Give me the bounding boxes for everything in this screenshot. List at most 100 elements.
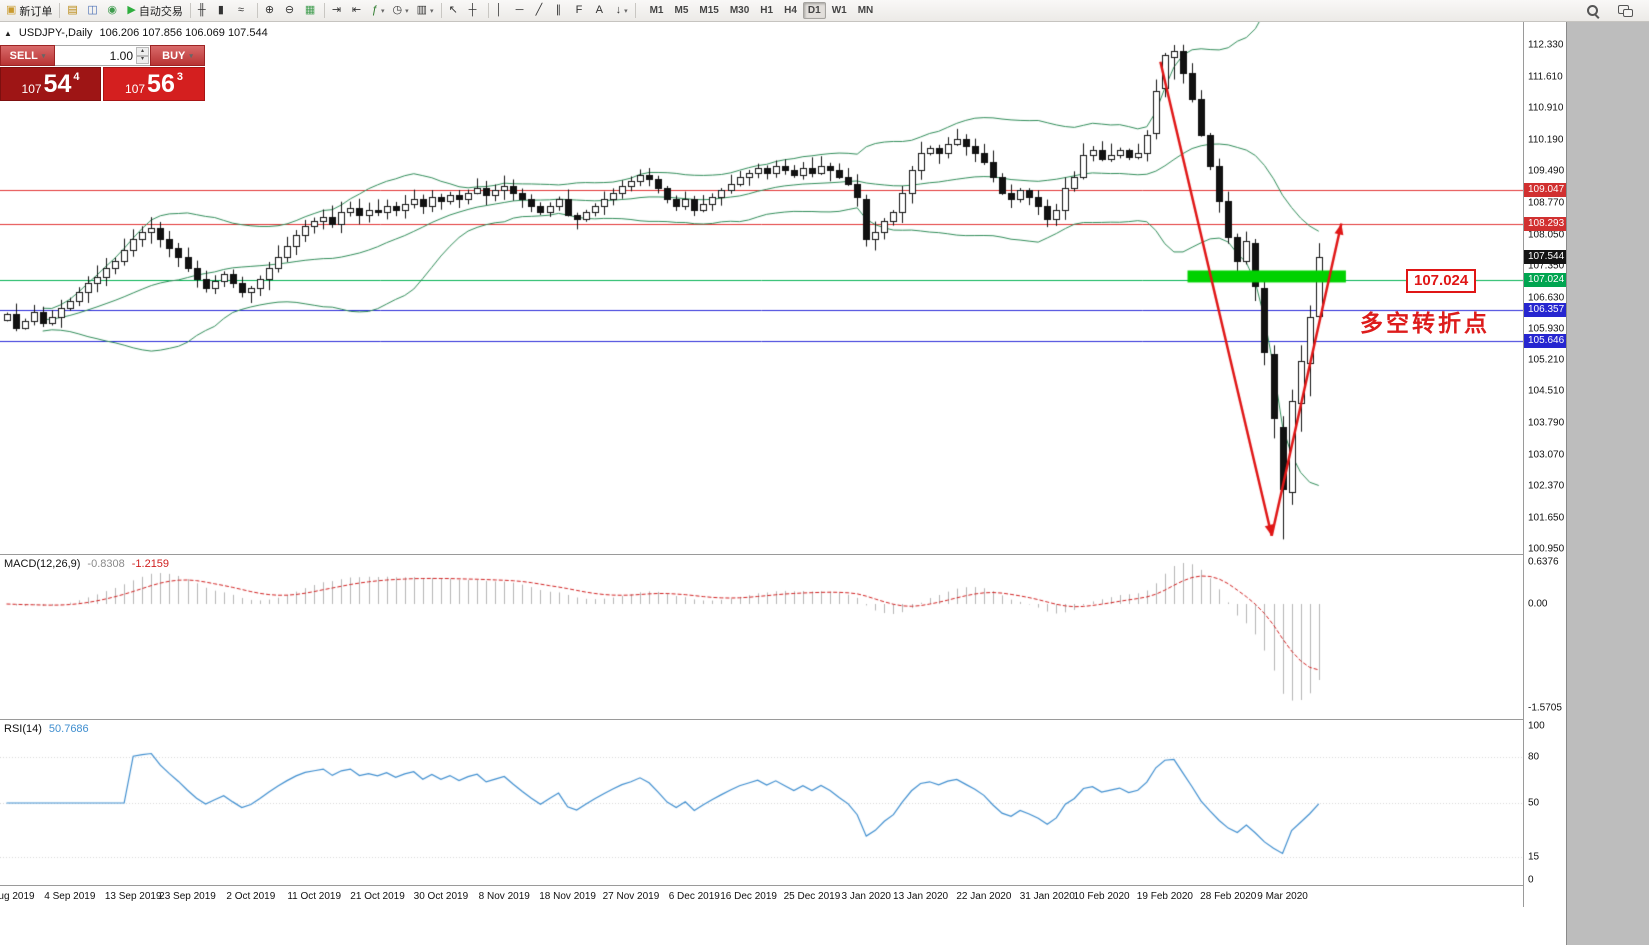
search-button[interactable]: [1582, 2, 1604, 20]
periods-button[interactable]: ◷ ▾: [389, 2, 413, 20]
rsi-axis-tick: 100: [1528, 720, 1545, 732]
price-tick: 103.790: [1528, 417, 1565, 429]
sell-button-label: SELL: [9, 49, 38, 62]
date-label: 28 Feb 2020: [1200, 891, 1257, 902]
templates-button[interactable]: ▥ ▾: [413, 2, 438, 20]
price-tick: 102.370: [1528, 480, 1565, 492]
buy-caret-icon: ▾: [189, 52, 193, 60]
price-tag: 107.024: [1524, 273, 1566, 288]
timeframe-m30-button[interactable]: M30: [725, 2, 754, 19]
date-label: 27 Nov 2019: [602, 891, 660, 902]
chart-shift-icon: ⇤: [351, 4, 362, 16]
chart-header: ▲ USDJPY-,Daily 106.206 107.856 106.069 …: [4, 27, 268, 39]
auto-trading-label: 自动交易: [138, 5, 183, 18]
price-tick: 105.210: [1528, 354, 1565, 366]
templates-icon: ▥: [416, 4, 428, 16]
volume-field-wrap: ▴ ▾: [55, 45, 150, 66]
data-window-icon: ◫: [87, 4, 98, 16]
price-tick: 105.930: [1528, 323, 1565, 334]
date-label: 11 Oct 2019: [287, 891, 342, 902]
date-label: 23 Sep 2019: [159, 891, 216, 902]
price-tag: 106.357: [1524, 302, 1566, 317]
price-tick: 103.070: [1528, 449, 1565, 461]
timeframe-d1-button[interactable]: D1: [802, 2, 826, 19]
sell-price-pips: 54: [43, 69, 72, 98]
buy-button[interactable]: BUY ▾: [150, 45, 205, 66]
price-tick: 112.330: [1528, 39, 1564, 51]
rsi-axis-tick: 80: [1528, 751, 1540, 763]
navigator-button[interactable]: ◉: [103, 2, 123, 20]
timeframe-mn-button[interactable]: MN: [853, 2, 879, 19]
volume-up-button[interactable]: ▴: [136, 47, 149, 56]
volume-down-button[interactable]: ▾: [136, 55, 149, 64]
toolbar-separator: [440, 3, 442, 18]
sell-button[interactable]: SELL ▾: [0, 45, 55, 66]
timeframe-w1-button[interactable]: W1: [827, 2, 852, 19]
zoom-out-icon: ⊖: [284, 4, 295, 16]
zoom-in-button[interactable]: ⊕: [261, 2, 281, 20]
chart-line-button[interactable]: ≈: [234, 2, 254, 20]
macd-pane-splitter[interactable]: [0, 554, 1566, 555]
chart-bars-icon: ╫: [197, 4, 206, 16]
macd-main-value: -0.8308: [87, 558, 125, 570]
toolbar-separator: [323, 3, 325, 18]
navigator-icon: ◉: [107, 4, 118, 16]
timeframe-m5-button[interactable]: M5: [669, 2, 693, 19]
zoom-out-button[interactable]: ⊖: [281, 2, 301, 20]
price-tick: 108.770: [1528, 197, 1565, 209]
community-chat-button[interactable]: [1614, 2, 1637, 20]
timeframe-m1-button[interactable]: M1: [645, 2, 669, 19]
timeframe-h4-button[interactable]: H4: [779, 2, 802, 19]
date-label: 13 Sep 2019: [104, 891, 162, 902]
market-watch-button[interactable]: ▤: [63, 2, 83, 20]
date-label: 13 Jan 2020: [893, 891, 949, 902]
price-axis[interactable]: 112.330 111.610 110.910 110.190 109.490 108.7…: [1523, 22, 1566, 907]
tile-windows-button[interactable]: ▦: [301, 2, 321, 20]
periods-icon: ◷: [392, 4, 403, 16]
vertical-line-button[interactable]: │: [492, 2, 512, 20]
rsi-pane-splitter[interactable]: [0, 719, 1566, 720]
indicators-button[interactable]: ƒ ▾: [368, 2, 389, 20]
chart-candles-icon: ▮: [217, 4, 224, 16]
trendline-button[interactable]: ╱: [532, 2, 552, 20]
cursor-button[interactable]: ↖: [445, 2, 465, 20]
chart-bars-button[interactable]: ╫: [194, 2, 214, 20]
toolbar-separator: [59, 3, 61, 18]
timeframe-h1-button[interactable]: H1: [755, 2, 778, 19]
macd-axis-tick: -1.5705: [1528, 702, 1562, 714]
zoom-in-icon: ⊕: [264, 4, 275, 16]
data-window-button[interactable]: ◫: [83, 2, 103, 20]
equidistant-channel-button[interactable]: ∥: [552, 2, 572, 20]
turning-point-label[interactable]: 多空转折点: [1360, 310, 1490, 336]
chart-candles-button[interactable]: ▮: [214, 2, 234, 20]
auto-scroll-button[interactable]: ⇥: [328, 2, 348, 20]
price-tick: 108.050: [1528, 229, 1565, 241]
horizontal-line-button[interactable]: ─: [512, 2, 532, 20]
chart-canvas[interactable]: [0, 22, 1523, 885]
timeframe-m15-button[interactable]: M15: [694, 2, 723, 19]
buy-price-pips: 56: [147, 69, 175, 98]
new-order-button[interactable]: ▣ 新订单: [2, 2, 56, 20]
fibonacci-button[interactable]: F: [572, 2, 592, 20]
chart-icon: ▲: [4, 28, 12, 38]
chart-line-icon: ≈: [237, 4, 244, 16]
buy-price-display[interactable]: 107 56 3: [103, 67, 205, 101]
caret-down-icon: ▾: [430, 7, 434, 15]
text-label-button[interactable]: A: [592, 2, 612, 20]
crosshair-button[interactable]: ┼: [465, 2, 485, 20]
toolbar-separator: [189, 3, 191, 18]
fibonacci-icon: F: [575, 4, 583, 16]
caret-down-icon: ▾: [381, 7, 385, 15]
arrows-tool-button[interactable]: ↓ ▾: [612, 2, 632, 20]
price-callout-label[interactable]: 107.024: [1406, 269, 1477, 293]
auto-trading-button[interactable]: ▶ 自动交易: [123, 2, 186, 20]
volume-input[interactable]: [55, 46, 150, 65]
trendline-icon: ╱: [535, 4, 543, 16]
sell-price-display[interactable]: 107 54 4: [0, 67, 101, 101]
macd-label: MACD(12,26,9): [4, 558, 81, 570]
chart-shift-button[interactable]: ⇤: [348, 2, 368, 20]
date-label: 4 Sep 2019: [44, 891, 96, 902]
toolbar-items: ▣ 新订单 ▤ ◫ ◉ ▶ 自动交易 ╫ ▮ ≈ ⊕ ⊖ ▦ ⇥ ⇤ ƒ ▾ ◷ ▾ ▥ ▾ ↖ ┼ │ ─ ╱ ∥ F A ↓ ▾: [2, 2, 639, 20]
